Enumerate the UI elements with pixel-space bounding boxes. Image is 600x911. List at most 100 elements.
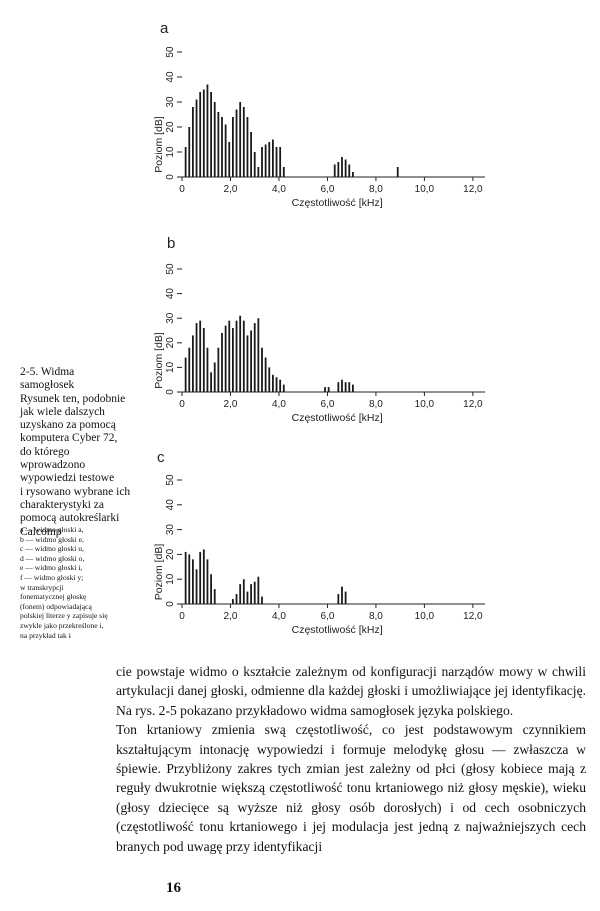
spectrum-bar	[250, 132, 252, 177]
spectrum-bar	[396, 167, 399, 177]
y-tick-label: 0	[165, 174, 176, 180]
spectrum-bar	[242, 320, 245, 392]
y-tick-label: 50	[165, 46, 176, 58]
spectrum-bar	[217, 112, 220, 177]
spectrum-bar	[327, 387, 330, 392]
spectrum-bar	[344, 382, 347, 392]
spectrum-bar	[261, 347, 263, 392]
y-tick-label: 20	[165, 121, 176, 133]
x-tick-label: 0	[179, 611, 185, 622]
spectrum-bar	[337, 382, 340, 392]
spectrum-bar	[257, 167, 260, 177]
x-tick-label: 2,0	[224, 184, 238, 195]
spectrum-bar	[282, 384, 285, 392]
spectrum-bar	[264, 144, 267, 177]
spectrum-bar	[261, 147, 263, 177]
spectrum-bar	[235, 320, 238, 392]
x-tick-label: 8,0	[369, 611, 383, 622]
spectrum-bar	[275, 377, 278, 392]
spectrum-bar	[213, 589, 216, 604]
spectrum-bar	[224, 124, 227, 177]
spectrum-bar	[199, 320, 202, 392]
legend-line: f — widmo głoski y;	[20, 572, 84, 582]
caption-line: Calcomp	[20, 525, 62, 538]
spectrum-bar	[228, 320, 231, 392]
y-tick-label: 50	[165, 263, 176, 275]
x-tick-label: 12,0	[463, 611, 483, 622]
spectrum-bar	[184, 147, 187, 177]
figure-legend: a — widmo głoski a, b — widmo głoski e, …	[20, 525, 160, 640]
spectrum-bar	[282, 167, 285, 177]
spectrum-bar	[250, 584, 252, 604]
spectrum-bar	[221, 332, 223, 392]
spectrum-bar	[210, 92, 212, 177]
spectrum-bar	[344, 591, 347, 604]
y-tick-label: 30	[165, 96, 176, 108]
spectrum-bar	[341, 586, 343, 604]
legend-line: c — widmo głoski u,	[20, 544, 84, 554]
spectrum-bar	[279, 379, 282, 392]
spectrum-bar	[232, 599, 234, 604]
x-tick-label: 12,0	[463, 184, 483, 195]
x-tick-label: 4,0	[272, 184, 286, 195]
spectrum-bar	[195, 323, 198, 392]
x-tick-label: 2,0	[224, 611, 238, 622]
y-tick-label: 40	[165, 499, 176, 511]
spectrum-bar	[264, 357, 267, 392]
y-tick-label: 0	[165, 389, 176, 395]
legend-line: b — widmo głoski e,	[20, 534, 84, 544]
x-tick-label: 6,0	[320, 399, 334, 410]
x-tick-label: 6,0	[320, 184, 334, 195]
spectrum-bar	[202, 328, 205, 392]
caption-line: do którego	[20, 445, 70, 458]
y-tick-label: 10	[165, 146, 176, 158]
spectrum-bar	[206, 559, 209, 604]
x-tick-label: 10,0	[415, 611, 435, 622]
y-tick-label: 40	[165, 288, 176, 300]
spectrum-bar	[199, 92, 202, 177]
y-tick-label: 40	[165, 71, 176, 83]
x-tick-label: 10,0	[415, 399, 435, 410]
spectrum-bar	[344, 159, 347, 177]
spectrum-bar	[184, 551, 187, 604]
spectrum-bar	[206, 84, 209, 177]
paragraph: cie powstaje widmo o kształcie zależnym …	[116, 664, 586, 718]
y-axis-label: Poziom [dB]	[153, 332, 165, 389]
y-tick-label: 20	[165, 337, 176, 349]
y-tick-label: 10	[165, 573, 176, 585]
spectrum-bar	[228, 142, 231, 177]
spectrum-bar	[195, 569, 198, 604]
spectrum-bar	[246, 591, 249, 604]
spectrum-bar	[188, 554, 191, 604]
spectrum-bar	[246, 117, 249, 177]
spectrum-bar	[192, 559, 194, 604]
x-tick-label: 4,0	[272, 611, 286, 622]
x-tick-label: 2,0	[224, 399, 238, 410]
spectrum-bar	[202, 549, 205, 604]
x-axis-label: Częstotliwość [kHz]	[292, 412, 383, 424]
spectrum-bar	[268, 142, 271, 177]
caption-line: charakterystyki za	[20, 498, 104, 511]
spectrum-bar	[192, 107, 194, 177]
spectrum-bar	[217, 347, 220, 392]
panel-letter: a	[160, 20, 169, 37]
caption-line: Rysunek ten, podobnie	[20, 392, 126, 405]
y-tick-label: 0	[165, 601, 176, 607]
spectrum-bar	[239, 315, 242, 392]
legend-line: zwykle jako przekreślone i,	[20, 620, 104, 630]
spectrum-bar	[242, 107, 245, 177]
spectrum-bar	[253, 323, 256, 392]
spectrum-bar	[192, 335, 194, 392]
panel-letter: b	[167, 235, 175, 252]
spectrum-bar	[351, 172, 354, 177]
spectrum-bar	[239, 584, 242, 604]
spectrum-bar	[333, 164, 336, 177]
spectrum-bar	[242, 579, 245, 604]
y-tick-label: 30	[165, 312, 176, 324]
spectrum-bar	[348, 382, 351, 392]
body-text: cie powstaje widmo o kształcie zależnym …	[116, 662, 586, 856]
y-tick-label: 10	[165, 361, 176, 373]
spectrum-bar	[184, 357, 187, 392]
